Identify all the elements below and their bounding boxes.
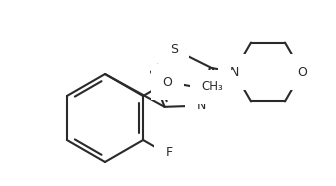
Text: N: N [197,99,206,112]
Text: O: O [297,65,307,78]
Text: O: O [162,76,172,89]
Text: S: S [170,43,178,56]
Text: N: N [229,65,239,78]
Text: F: F [166,147,173,160]
Text: CH₃: CH₃ [201,80,223,93]
